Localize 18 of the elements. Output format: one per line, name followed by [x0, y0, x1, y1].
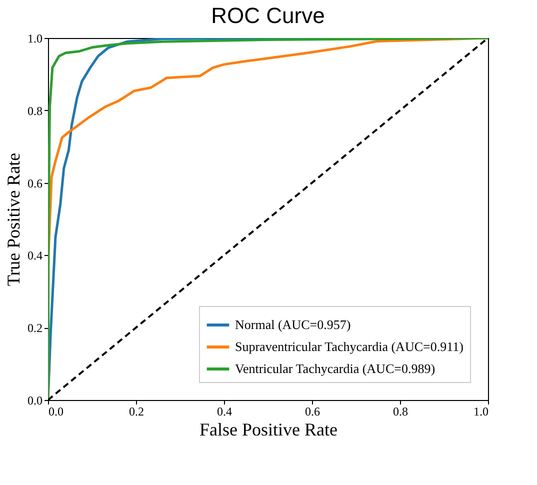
- y-tick-label: 0.2: [28, 321, 42, 336]
- x-tick-label: 1.0: [474, 404, 488, 418]
- legend-label: Supraventricular Tachycardia (AUC=0.911): [235, 339, 464, 354]
- x-tick-label: 0.2: [129, 404, 144, 418]
- x-tick-label: 0.4: [217, 404, 232, 418]
- y-tick-label: 0.6: [28, 176, 42, 190]
- x-axis-title: False Positive Rate: [200, 420, 338, 440]
- x-tick-label: 0.6: [305, 404, 320, 418]
- y-axis-title: True Positive Rate: [4, 152, 24, 286]
- x-tick-label: 0.8: [393, 404, 408, 418]
- y-tick-label: 0.4: [28, 248, 42, 263]
- x-tick-label: 0.0: [48, 404, 64, 418]
- y-tick-label: 0.8: [28, 104, 42, 118]
- y-tick-label: 1.0: [28, 32, 42, 46]
- y-tick-label: 0.0: [28, 394, 42, 408]
- chart-title: ROC Curve: [211, 3, 325, 28]
- legend-label: Normal (AUC=0.957): [235, 317, 351, 332]
- legend-label: Ventricular Tachycardia (AUC=0.989): [235, 361, 436, 376]
